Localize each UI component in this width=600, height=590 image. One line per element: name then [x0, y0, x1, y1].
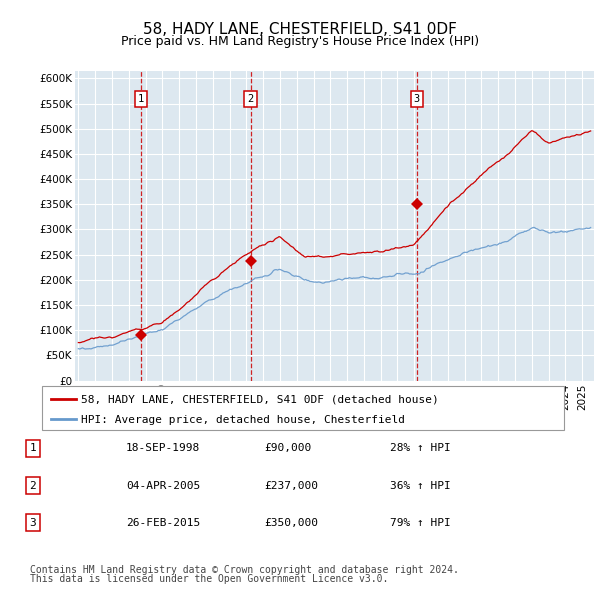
Text: £350,000: £350,000: [264, 518, 318, 527]
Text: £90,000: £90,000: [264, 444, 311, 453]
Text: 1: 1: [29, 444, 37, 453]
Text: 18-SEP-1998: 18-SEP-1998: [126, 444, 200, 453]
Text: 2: 2: [29, 481, 37, 490]
Text: This data is licensed under the Open Government Licence v3.0.: This data is licensed under the Open Gov…: [30, 574, 388, 584]
Text: 1: 1: [138, 94, 144, 104]
Text: Contains HM Land Registry data © Crown copyright and database right 2024.: Contains HM Land Registry data © Crown c…: [30, 565, 459, 575]
Text: Price paid vs. HM Land Registry's House Price Index (HPI): Price paid vs. HM Land Registry's House …: [121, 35, 479, 48]
Text: 58, HADY LANE, CHESTERFIELD, S41 0DF: 58, HADY LANE, CHESTERFIELD, S41 0DF: [143, 22, 457, 37]
Text: £237,000: £237,000: [264, 481, 318, 490]
Text: 79% ↑ HPI: 79% ↑ HPI: [390, 518, 451, 527]
Text: HPI: Average price, detached house, Chesterfield: HPI: Average price, detached house, Ches…: [81, 415, 405, 425]
Text: 3: 3: [29, 518, 37, 527]
Text: 26-FEB-2015: 26-FEB-2015: [126, 518, 200, 527]
Text: 04-APR-2005: 04-APR-2005: [126, 481, 200, 490]
Text: 28% ↑ HPI: 28% ↑ HPI: [390, 444, 451, 453]
Text: 36% ↑ HPI: 36% ↑ HPI: [390, 481, 451, 490]
Text: 2: 2: [247, 94, 254, 104]
Text: 58, HADY LANE, CHESTERFIELD, S41 0DF (detached house): 58, HADY LANE, CHESTERFIELD, S41 0DF (de…: [81, 394, 439, 404]
Text: 3: 3: [413, 94, 420, 104]
